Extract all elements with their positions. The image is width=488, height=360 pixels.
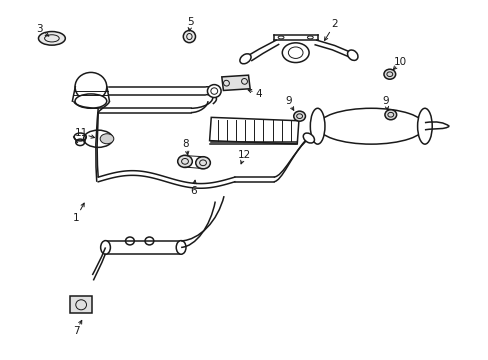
Text: 6: 6 xyxy=(190,186,196,196)
Text: 9: 9 xyxy=(285,96,291,106)
Ellipse shape xyxy=(183,31,195,42)
Ellipse shape xyxy=(195,157,210,169)
Ellipse shape xyxy=(39,32,65,45)
Text: 7: 7 xyxy=(73,325,80,336)
Text: 2: 2 xyxy=(331,19,337,29)
Text: 5: 5 xyxy=(187,17,194,27)
Ellipse shape xyxy=(282,43,308,63)
Ellipse shape xyxy=(310,108,325,144)
Ellipse shape xyxy=(177,155,192,167)
Ellipse shape xyxy=(83,130,113,147)
Ellipse shape xyxy=(207,85,221,98)
Text: 11: 11 xyxy=(74,129,87,138)
Ellipse shape xyxy=(176,240,185,254)
Ellipse shape xyxy=(384,110,396,120)
Text: 1: 1 xyxy=(73,213,80,222)
Text: 10: 10 xyxy=(393,57,407,67)
Ellipse shape xyxy=(293,111,305,121)
Bar xyxy=(209,117,298,144)
Ellipse shape xyxy=(75,94,106,108)
Text: 9: 9 xyxy=(382,96,388,106)
Text: 4: 4 xyxy=(255,89,262,99)
Text: 12: 12 xyxy=(237,150,251,160)
Ellipse shape xyxy=(347,50,357,60)
Ellipse shape xyxy=(383,69,395,79)
Ellipse shape xyxy=(417,108,431,144)
Ellipse shape xyxy=(303,133,314,143)
Text: 3: 3 xyxy=(36,24,43,35)
Bar xyxy=(222,75,250,90)
Ellipse shape xyxy=(101,240,110,254)
Ellipse shape xyxy=(100,134,114,144)
Text: 8: 8 xyxy=(183,139,189,149)
Ellipse shape xyxy=(317,108,424,144)
Ellipse shape xyxy=(75,72,106,101)
Bar xyxy=(70,296,92,314)
Ellipse shape xyxy=(240,54,250,64)
